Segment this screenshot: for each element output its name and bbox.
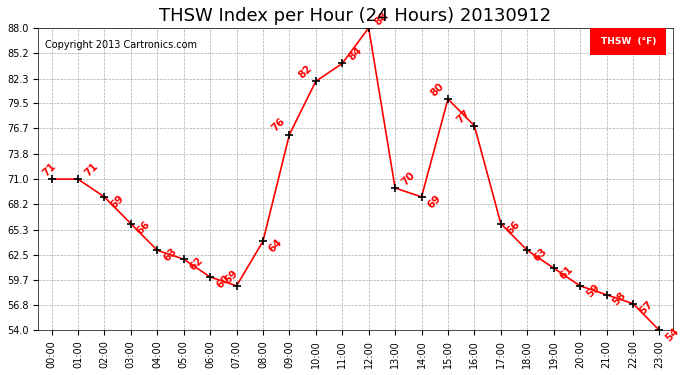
Text: 88: 88 [373,10,390,27]
Text: 59: 59 [584,282,602,299]
Text: 66: 66 [135,219,152,237]
Text: 54: 54 [664,326,681,344]
Text: 84: 84 [346,45,364,63]
Text: 69: 69 [108,193,126,210]
Text: 80: 80 [428,81,446,98]
Text: 60: 60 [215,273,232,290]
Title: THSW Index per Hour (24 Hours) 20130912: THSW Index per Hour (24 Hours) 20130912 [159,7,551,25]
Text: 58: 58 [611,291,628,308]
Text: 77: 77 [455,108,473,125]
Text: 70: 70 [400,170,417,187]
Text: Copyright 2013 Cartronics.com: Copyright 2013 Cartronics.com [45,40,197,50]
Text: 64: 64 [267,237,284,255]
Text: 76: 76 [270,117,287,134]
Text: 71: 71 [41,161,58,178]
Text: 66: 66 [505,219,522,237]
Text: 62: 62 [188,255,205,272]
Text: 59: 59 [223,268,240,285]
Text: 71: 71 [82,161,99,178]
Text: 82: 82 [297,63,314,81]
Text: 69: 69 [426,193,443,210]
Text: 61: 61 [558,264,575,281]
Text: 63: 63 [531,246,549,263]
Text: 57: 57 [637,299,655,317]
Text: 63: 63 [161,246,179,263]
